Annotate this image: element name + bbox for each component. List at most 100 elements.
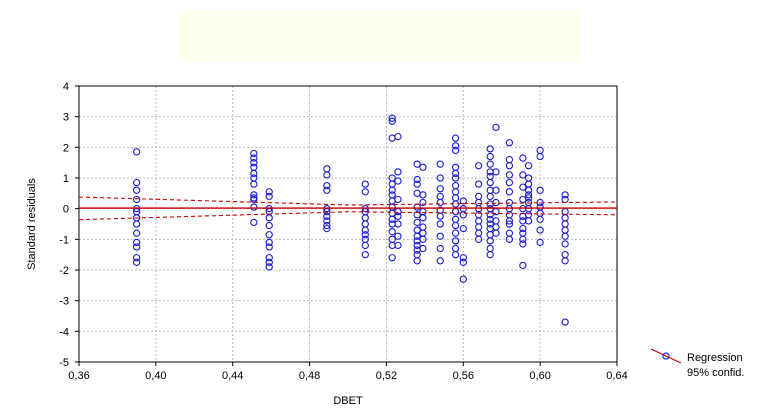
data-point	[250, 191, 258, 199]
data-point	[459, 197, 467, 205]
data-point	[250, 195, 258, 204]
data-point	[519, 240, 527, 248]
data-point	[394, 177, 402, 185]
data-point	[505, 162, 514, 170]
data-point	[323, 217, 331, 225]
data-point	[524, 180, 533, 188]
data-point	[323, 171, 331, 179]
x-axis: 0,36 0,40 0,44 0,48 0,52 0,56 0,60 0,64	[68, 362, 628, 382]
data-point	[361, 180, 369, 188]
y-tick-label: 1	[63, 173, 69, 185]
data-point	[451, 146, 460, 155]
y-axis-title: Standard residuals	[26, 178, 38, 270]
data-point	[361, 188, 369, 196]
data-point	[265, 188, 273, 196]
data-point	[265, 192, 273, 201]
data-point	[436, 257, 444, 265]
data-point	[451, 251, 460, 259]
data-point	[388, 134, 396, 142]
data-point	[436, 192, 444, 201]
data-point	[561, 214, 569, 222]
data-point	[492, 186, 500, 194]
data-point	[524, 186, 533, 194]
x-tick-label: 0,44	[222, 370, 243, 382]
data-point	[323, 212, 331, 220]
data-point	[486, 178, 494, 187]
data-point	[451, 194, 460, 202]
data-point	[524, 211, 533, 219]
data-point	[536, 152, 544, 161]
data-point	[451, 169, 460, 178]
data-point	[388, 117, 396, 125]
data-point	[492, 217, 500, 225]
y-tick-label: -4	[59, 326, 69, 338]
data-point	[132, 178, 141, 187]
legend: Regression 95% confid.	[650, 348, 744, 379]
data-point	[413, 218, 421, 227]
data-point	[536, 215, 544, 224]
data-point	[486, 172, 494, 181]
data-point	[561, 226, 569, 234]
data-point	[451, 134, 460, 142]
data-point	[561, 318, 569, 326]
data-point	[419, 214, 427, 222]
data-point	[451, 142, 460, 150]
grid-layer	[79, 86, 617, 362]
data-point	[388, 209, 396, 217]
data-point	[388, 197, 396, 205]
y-axis: -5 -4 -3 -2 -1 0 1 2 3 4	[59, 81, 79, 369]
y-tick-label: -5	[59, 357, 69, 369]
data-point	[419, 163, 427, 171]
data-point	[361, 214, 369, 222]
x-axis-title: DBET	[333, 395, 363, 407]
data-point	[250, 159, 258, 167]
data-point	[505, 211, 514, 219]
data-point	[561, 220, 569, 228]
data-point	[505, 171, 514, 179]
data-point	[486, 251, 494, 259]
data-point	[451, 215, 460, 224]
legend-regression-line-icon	[650, 348, 682, 364]
data-point	[250, 149, 258, 158]
data-point	[524, 162, 533, 170]
data-point	[475, 223, 483, 231]
data-point	[413, 189, 421, 197]
data-point	[475, 211, 483, 219]
data-point	[536, 186, 544, 194]
data-point	[413, 257, 421, 265]
data-point	[388, 180, 396, 188]
data-point	[475, 162, 483, 170]
data-point	[361, 226, 369, 234]
plot-frame	[78, 85, 618, 363]
data-point	[394, 212, 402, 220]
y-tick-label: 2	[63, 142, 69, 154]
data-point	[413, 180, 421, 188]
data-point	[323, 165, 331, 173]
data-point	[519, 229, 527, 237]
data-point	[394, 232, 402, 240]
data-point	[388, 215, 396, 224]
data-points	[132, 114, 569, 326]
data-point	[519, 171, 527, 179]
data-point	[361, 241, 369, 250]
data-point	[132, 258, 141, 266]
data-point	[536, 238, 544, 247]
data-point	[132, 148, 141, 156]
data-point	[486, 152, 494, 161]
data-point	[459, 224, 467, 233]
data-point	[388, 186, 396, 194]
y-tick-label: 4	[63, 81, 69, 93]
data-point	[413, 211, 421, 219]
data-point	[492, 123, 500, 132]
data-point	[475, 180, 483, 188]
data-point	[451, 163, 460, 171]
data-point	[486, 231, 494, 239]
data-point	[413, 232, 421, 240]
data-point	[519, 154, 527, 162]
data-point	[492, 168, 500, 176]
data-point	[361, 231, 369, 239]
data-point	[419, 235, 427, 243]
data-point	[536, 226, 544, 234]
x-tick-label: 0,48	[299, 370, 320, 382]
